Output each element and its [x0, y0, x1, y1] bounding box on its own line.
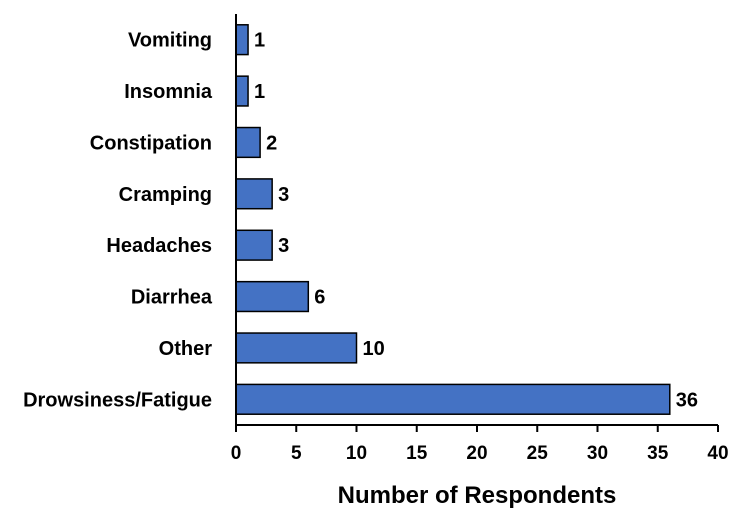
data-label: 1: [254, 81, 265, 103]
x-ticks-group: 0 5 10 15 20 25 30 35 40: [231, 425, 729, 464]
category-label: Diarrhea: [131, 287, 213, 309]
x-tick-label: 0: [231, 443, 242, 464]
data-label: 3: [278, 235, 289, 257]
x-tick-label: 10: [346, 443, 367, 464]
x-tick-label: 20: [466, 443, 487, 464]
data-label: 1: [254, 30, 265, 52]
data-label: 3: [278, 184, 289, 206]
category-label: Insomnia: [124, 81, 213, 103]
category-labels-group: Vomiting Insomnia Constipation Cramping Head…: [23, 30, 213, 412]
x-tick-label: 30: [587, 443, 608, 464]
category-label: Headaches: [106, 235, 212, 257]
category-label: Vomiting: [128, 30, 212, 52]
x-tick-label: 5: [291, 443, 302, 464]
category-label: Drowsiness/Fatigue: [23, 389, 212, 411]
x-tick-label: 40: [707, 443, 728, 464]
bar-diarrhea: [235, 280, 310, 313]
bars-group: [235, 24, 671, 415]
data-label: 6: [314, 287, 325, 309]
bar-constipation: [235, 126, 261, 159]
bar-vomiting: [235, 24, 249, 56]
data-label: 10: [363, 338, 385, 360]
category-label: Constipation: [90, 132, 212, 154]
x-tick-label: 25: [527, 443, 549, 464]
bar-insomnia: [235, 75, 249, 107]
category-label: Cramping: [119, 184, 212, 206]
category-label: Other: [159, 338, 213, 360]
x-tick-label: 15: [406, 443, 428, 464]
data-label: 36: [676, 389, 698, 411]
x-axis-title: Number of Respondents: [338, 482, 617, 509]
bar-drowsiness-fatigue: [235, 383, 671, 415]
x-tick-label: 35: [647, 443, 669, 464]
data-label: 2: [266, 132, 277, 154]
bar-cramping: [235, 178, 273, 210]
bar-headaches: [235, 229, 273, 261]
bar-other: [235, 332, 358, 364]
